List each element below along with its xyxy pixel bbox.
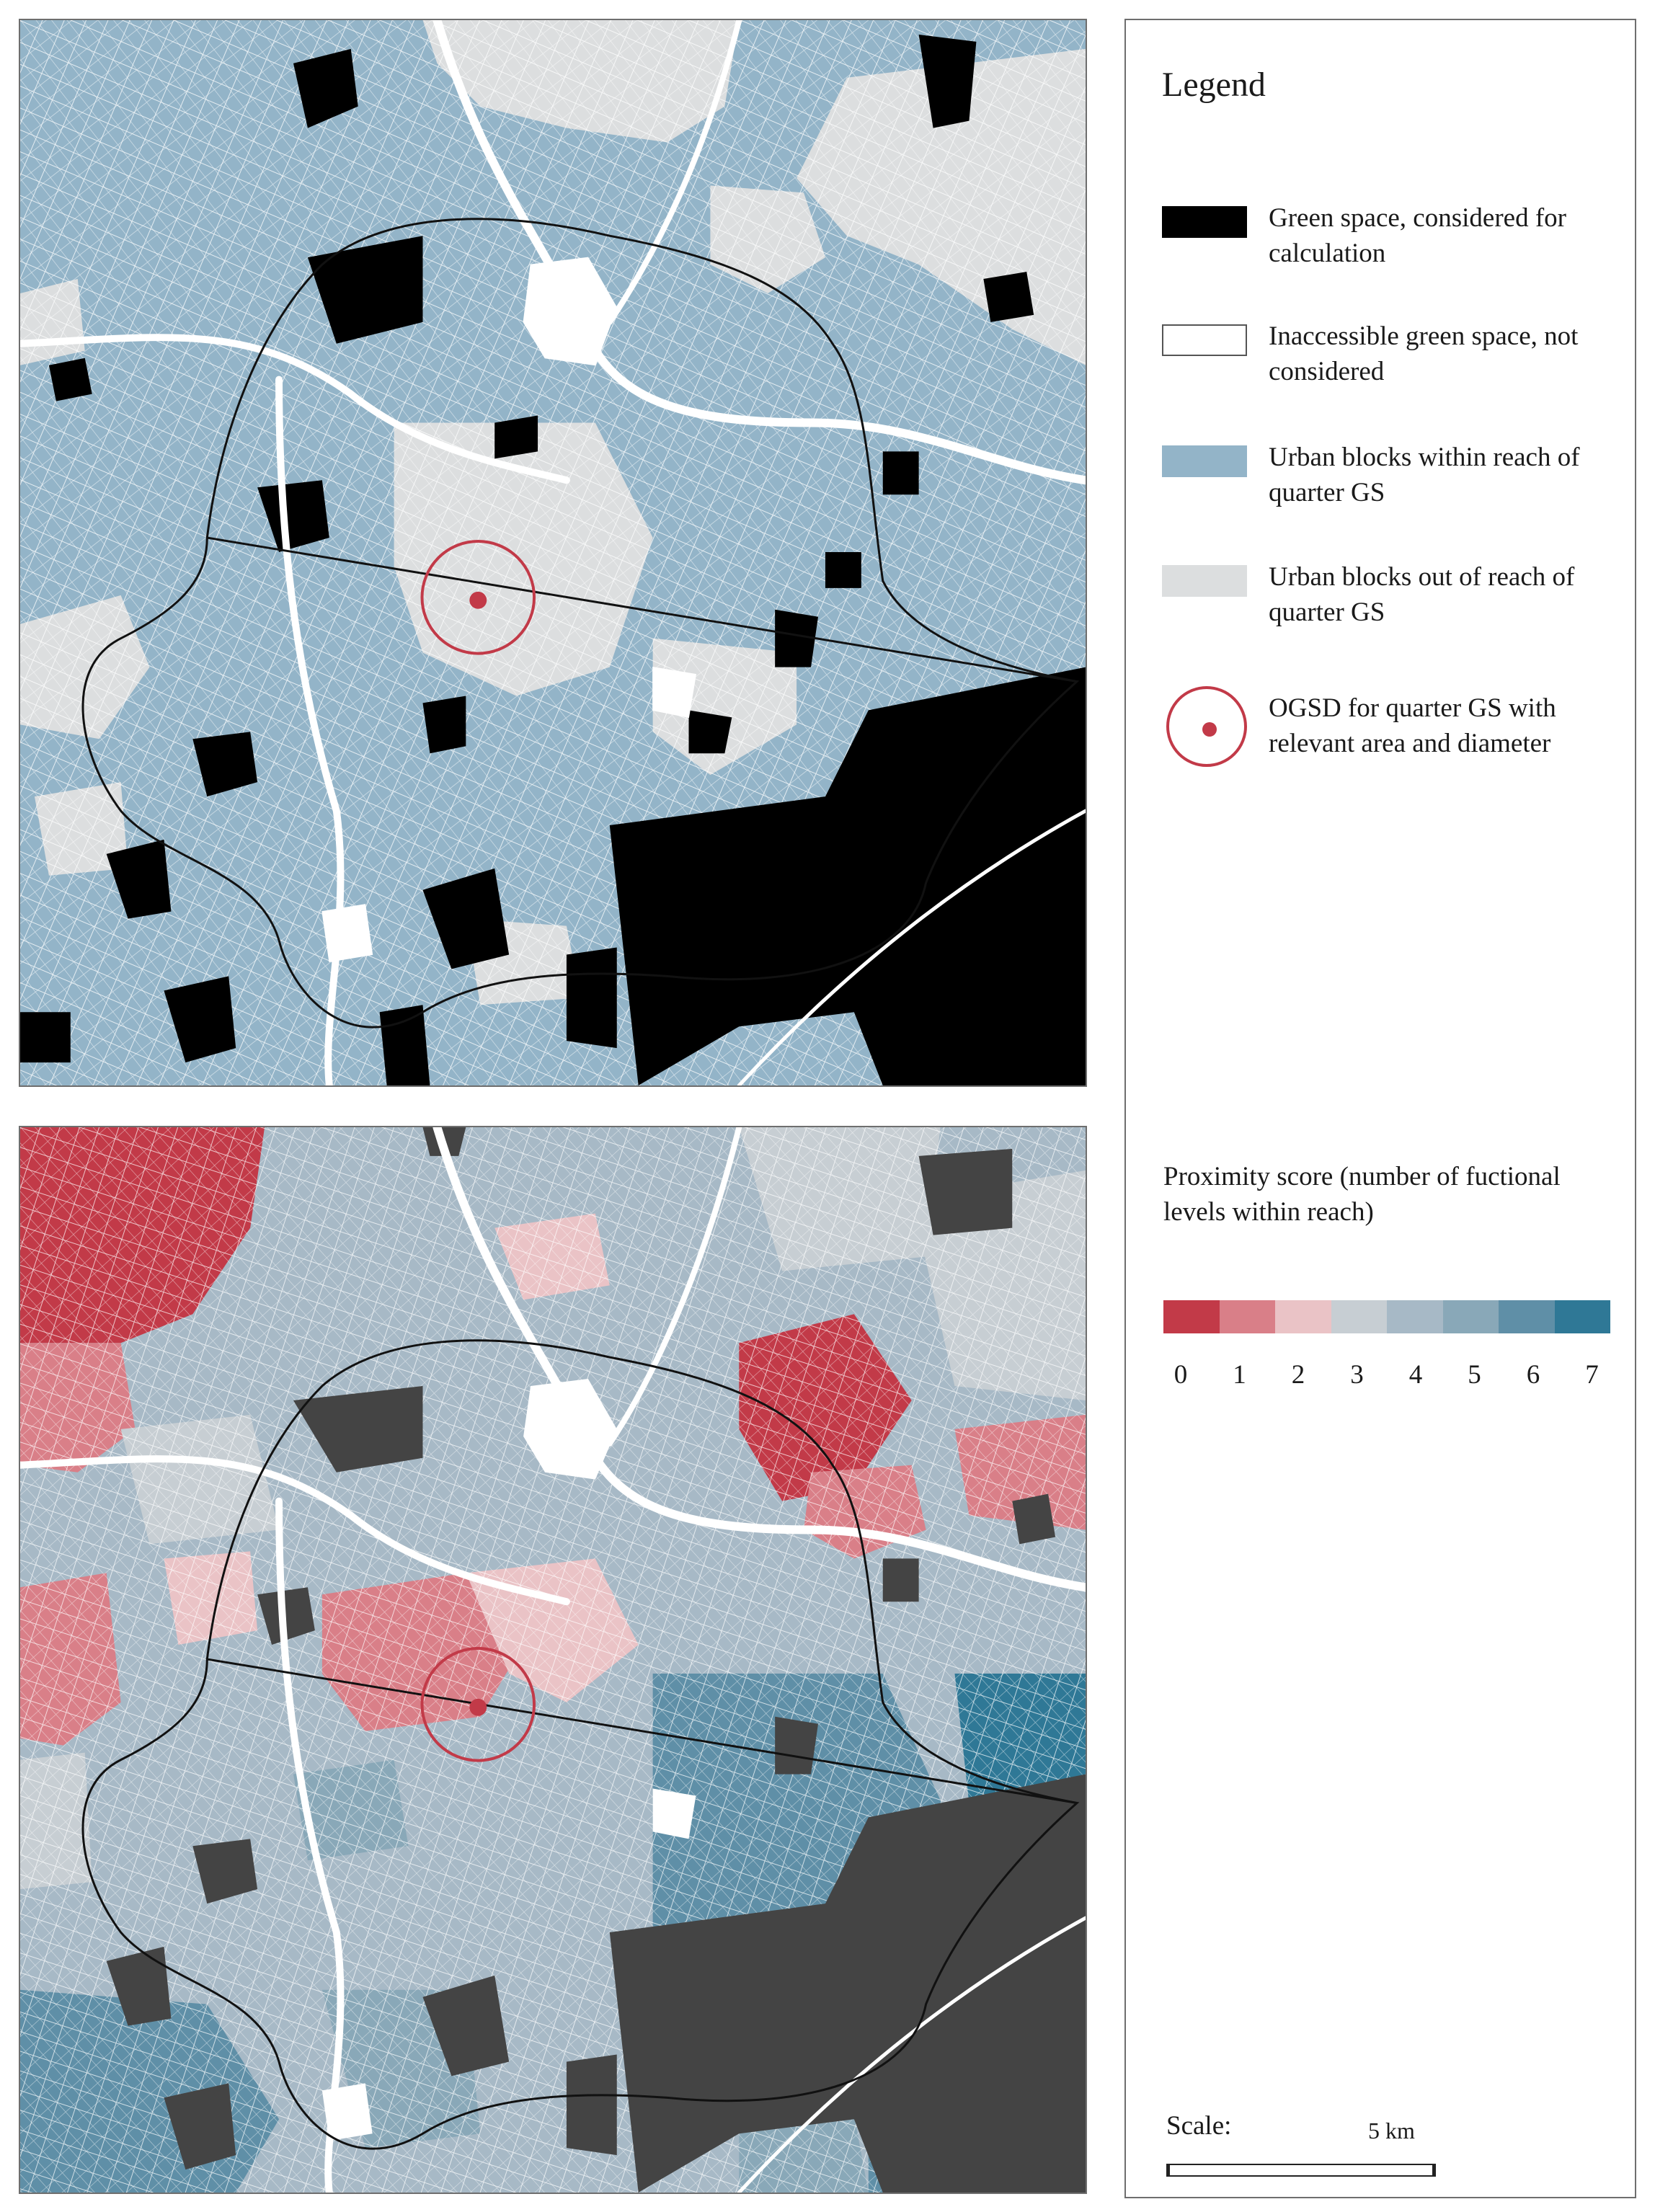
tick-label-0: 0 [1173,1360,1188,1390]
legend-panel: Legend Green space, considered for calcu… [1124,19,1636,2198]
legend-label: Green space, considered for calculation [1269,203,1566,268]
map-panel-top[interactable] [19,19,1087,1087]
tick-label-6: 6 [1526,1360,1540,1390]
map-top-canvas [20,20,1086,1085]
ogsd-circle-top [420,540,536,655]
map-bottom-canvas [20,1127,1086,2193]
tick-label-1: 1 [1233,1360,1246,1390]
legend-title: Legend [1162,66,1266,104]
proximity-tick-labels: 0 1 2 3 4 5 6 7 [1163,1359,1610,1395]
ramp-step-6 [1499,1300,1555,1333]
swatch-blue [1162,445,1247,477]
swatch-grey [1162,565,1247,597]
ramp-step-0 [1163,1300,1220,1333]
tick-label-2: 2 [1291,1360,1305,1390]
tick-label-7: 7 [1585,1360,1599,1390]
ramp-step-3 [1331,1300,1387,1333]
city-boundary-bottom [81,1339,1080,2150]
ogsd-circle-bottom [420,1647,536,1762]
scale-distance: 5 km [1368,2118,1415,2144]
proximity-score-title: Proximity score (number of fuctional lev… [1163,1162,1561,1227]
scale-label: Scale: [1166,2111,1232,2141]
ramp-step-5 [1442,1300,1499,1333]
tick-label-3: 3 [1350,1360,1364,1390]
ogsd-circle-icon [1166,686,1247,767]
ramp-step-4 [1387,1300,1443,1333]
scale-bar [1166,2164,1436,2177]
proximity-color-ramp [1163,1300,1610,1333]
green-spaces-dark [106,1127,1086,2193]
ramp-step-2 [1275,1300,1331,1333]
legend-label: Urban blocks within reach of quarter GS [1269,443,1580,507]
legend-label: Urban blocks out of reach of quarter GS [1269,562,1575,627]
major-roads-bottom [20,1127,1086,2193]
tick-label-5: 5 [1468,1360,1481,1390]
map-panel-bottom[interactable] [19,1126,1087,2194]
green-spaces-considered [20,34,1086,1085]
major-roads [20,20,1086,1085]
ramp-step-1 [1219,1300,1275,1333]
swatch-black [1162,206,1247,238]
legend-label: Inaccessible green space, not considered [1269,321,1579,386]
ramp-step-7 [1554,1300,1610,1333]
city-boundary [81,218,1080,1029]
legend-label: OGSD for quarter GS with relevant area a… [1269,693,1556,758]
tick-label-4: 4 [1408,1360,1423,1390]
swatch-white [1162,324,1247,356]
